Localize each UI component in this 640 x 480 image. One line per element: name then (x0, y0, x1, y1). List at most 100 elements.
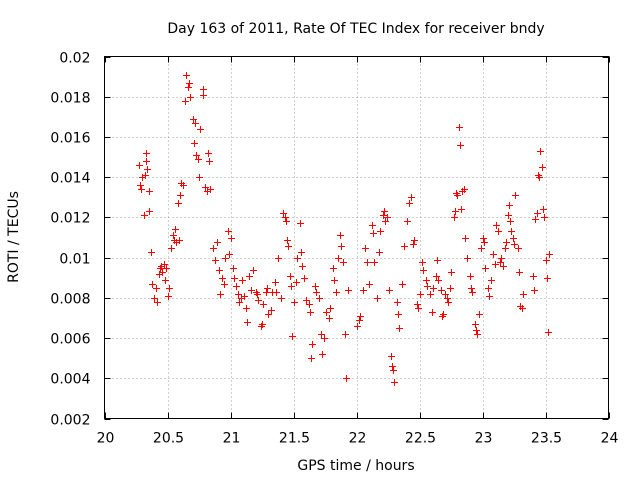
data-point (307, 309, 314, 316)
data-point (369, 222, 376, 229)
data-point (442, 291, 449, 298)
data-point (185, 84, 192, 91)
data-point (255, 297, 262, 304)
data-point (510, 235, 517, 242)
data-point (264, 285, 271, 292)
data-point (326, 315, 333, 322)
data-point (406, 200, 413, 207)
data-point (327, 305, 334, 312)
data-point (452, 208, 459, 215)
data-point (143, 150, 150, 157)
data-point (448, 269, 455, 276)
data-point (291, 299, 298, 306)
data-point (306, 301, 313, 308)
data-point (440, 311, 447, 318)
data-point (546, 251, 553, 258)
data-point (410, 241, 417, 248)
data-point (284, 237, 291, 244)
data-point (146, 188, 153, 195)
data-point (149, 281, 156, 288)
data-point (508, 228, 515, 235)
data-point (374, 295, 381, 302)
data-point (265, 311, 272, 318)
axis-ticks (104, 56, 610, 420)
data-point (168, 245, 175, 252)
y-axis-label: ROTI / TECUs (6, 191, 22, 283)
data-point (183, 72, 190, 79)
data-point (511, 241, 518, 248)
data-point (239, 277, 246, 284)
data-point (545, 329, 552, 336)
data-point (137, 182, 144, 189)
data-point (335, 255, 342, 262)
data-point (146, 208, 153, 215)
data-point (141, 212, 148, 219)
data-point (330, 265, 337, 272)
plot-frame (104, 56, 609, 419)
data-point (233, 283, 240, 290)
data-point (299, 263, 306, 270)
data-point (357, 313, 364, 320)
data-point (366, 281, 373, 288)
y-tick-label: 0.008 (50, 292, 90, 308)
data-point (376, 249, 383, 256)
data-point (338, 243, 345, 250)
data-point (391, 379, 398, 386)
x-tick-label: 20.5 (153, 431, 184, 447)
x-tick-label: 21.5 (279, 431, 310, 447)
data-point (539, 164, 546, 171)
data-point (515, 245, 522, 252)
data-point (445, 299, 452, 306)
data-point (388, 353, 395, 360)
data-point (250, 267, 257, 274)
data-point (473, 327, 480, 334)
y-tick-label: 0.01 (59, 252, 90, 268)
data-point (414, 301, 421, 308)
data-point (472, 321, 479, 328)
y-tick-label: 0.014 (50, 171, 90, 187)
data-point (419, 259, 426, 266)
data-point (464, 255, 471, 262)
data-point (278, 295, 285, 302)
data-point (438, 287, 445, 294)
data-point (297, 220, 304, 227)
x-tick-label: 20 (97, 431, 115, 447)
data-point (333, 289, 340, 296)
data-point (197, 126, 204, 133)
data-point (316, 295, 323, 302)
data-point (530, 273, 537, 280)
data-point (214, 239, 221, 246)
data-point (381, 208, 388, 215)
data-point (200, 86, 207, 93)
data-point (221, 281, 228, 288)
data-point (187, 94, 194, 101)
data-point (273, 289, 280, 296)
data-point (288, 283, 295, 290)
data-point (153, 285, 160, 292)
data-point (206, 158, 213, 165)
data-point (280, 210, 287, 217)
x-tick-label: 21 (223, 431, 241, 447)
data-point (166, 285, 173, 292)
data-point (222, 255, 229, 262)
data-point (200, 92, 207, 99)
data-point (154, 299, 161, 306)
data-point (356, 317, 363, 324)
data-point (259, 321, 266, 328)
data-point (285, 243, 292, 250)
data-point (151, 295, 158, 302)
data-point (394, 299, 401, 306)
data-point (287, 273, 294, 280)
data-point (417, 291, 424, 298)
data-point (390, 367, 397, 374)
data-point (170, 232, 177, 239)
data-point (263, 289, 270, 296)
data-point (486, 293, 493, 300)
data-point (319, 351, 326, 358)
data-point (205, 150, 212, 157)
data-point (136, 162, 143, 169)
data-point (444, 295, 451, 302)
data-point (282, 214, 289, 221)
data-point (377, 228, 384, 235)
